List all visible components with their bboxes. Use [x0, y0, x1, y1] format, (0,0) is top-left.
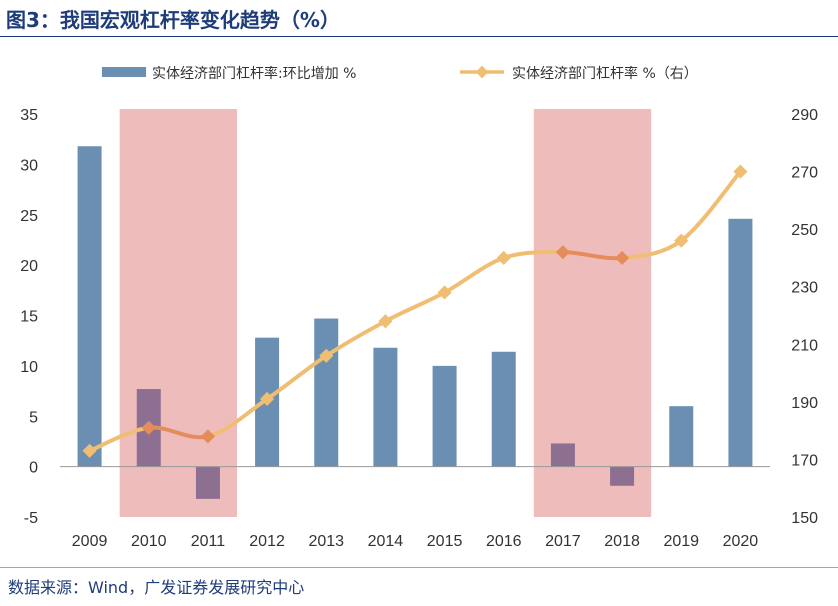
- x-tick-2019: 2019: [663, 533, 699, 550]
- y-right-tick: 290: [791, 107, 818, 124]
- line-point-2017: [555, 245, 570, 260]
- legend-bar-label: 实体经济部门杠杆率:环比增加 %: [152, 65, 356, 82]
- y-right-tick: 270: [791, 165, 818, 182]
- bar-2019: [669, 406, 694, 467]
- line-segment-2014: [383, 290, 447, 324]
- bar-2017: [550, 443, 575, 467]
- x-tick-2020: 2020: [723, 533, 759, 550]
- title-divider: [0, 36, 838, 37]
- y-right-tick: 230: [791, 280, 818, 297]
- line-segment-2015: [442, 255, 506, 295]
- x-tick-2015: 2015: [427, 533, 463, 550]
- line-point-2009: [82, 443, 97, 458]
- bar-2011: [195, 466, 220, 499]
- bar-2018: [610, 466, 635, 486]
- leverage-chart: 35302520151050-5290270250230210190170150…: [20, 65, 818, 550]
- x-tick-2012: 2012: [249, 533, 285, 550]
- source-divider: [0, 567, 838, 568]
- y-left-tick: 30: [20, 157, 38, 174]
- y-left-tick: 20: [20, 258, 38, 275]
- line-segment-2011: [205, 396, 270, 439]
- line-segment-2012: [265, 353, 329, 401]
- line-point-2010: [141, 420, 156, 435]
- x-tick-2011: 2011: [191, 533, 226, 550]
- line-point-2011: [200, 429, 215, 444]
- legend-line-label: 实体经济部门杠杆率 %（右）: [512, 65, 698, 82]
- y-left-tick: 25: [20, 208, 38, 225]
- y-right-tick: 210: [791, 337, 818, 354]
- x-tick-2009: 2009: [72, 533, 108, 550]
- line-point-2020: [733, 164, 748, 179]
- line-point-2015: [437, 285, 452, 300]
- bar-2016: [491, 351, 516, 467]
- line-segment-2019: [679, 169, 743, 243]
- x-tick-2010: 2010: [131, 533, 167, 550]
- y-right-tick: 170: [791, 452, 818, 469]
- line-point-2012: [260, 391, 275, 407]
- legend-bar-swatch: [102, 67, 146, 77]
- line-segment-2013: [324, 319, 388, 358]
- line-series: [82, 164, 748, 458]
- source-note: 数据来源：Wind，广发证券发展研究中心: [8, 578, 305, 597]
- line-point-2018: [615, 250, 630, 265]
- legend: 实体经济部门杠杆率:环比增加 % 实体经济部门杠杆率 %（右）: [102, 65, 698, 82]
- line-point-2014: [378, 314, 393, 329]
- y-right-tick: 150: [791, 510, 818, 527]
- bar-2009: [77, 146, 102, 467]
- x-tick-2016: 2016: [486, 533, 522, 550]
- tick-labels: 35302520151050-5290270250230210190170150…: [20, 107, 818, 550]
- bar-2015: [432, 365, 457, 467]
- page-title: 图3：我国宏观杠杆率变化趋势（%）: [6, 8, 340, 32]
- line-point-2016: [496, 250, 511, 265]
- y-left-tick: 10: [20, 359, 38, 376]
- line-point-2013: [319, 348, 334, 363]
- x-tick-2017: 2017: [545, 533, 581, 550]
- y-left-tick: 15: [20, 309, 38, 326]
- y-left-tick: 0: [29, 460, 38, 477]
- bar-2020: [728, 218, 753, 467]
- bar-2013: [314, 318, 339, 467]
- line-point-2019: [674, 233, 689, 248]
- x-tick-2018: 2018: [604, 533, 640, 550]
- y-right-tick: 190: [791, 395, 818, 412]
- y-left-tick: -5: [24, 510, 38, 527]
- x-tick-2013: 2013: [308, 533, 344, 550]
- bar-2014: [373, 347, 398, 467]
- x-tick-2014: 2014: [368, 533, 404, 550]
- y-left-tick: 5: [29, 409, 38, 426]
- legend-line-marker: [475, 65, 489, 79]
- y-left-tick: 35: [20, 107, 38, 124]
- y-right-tick: 250: [791, 222, 818, 239]
